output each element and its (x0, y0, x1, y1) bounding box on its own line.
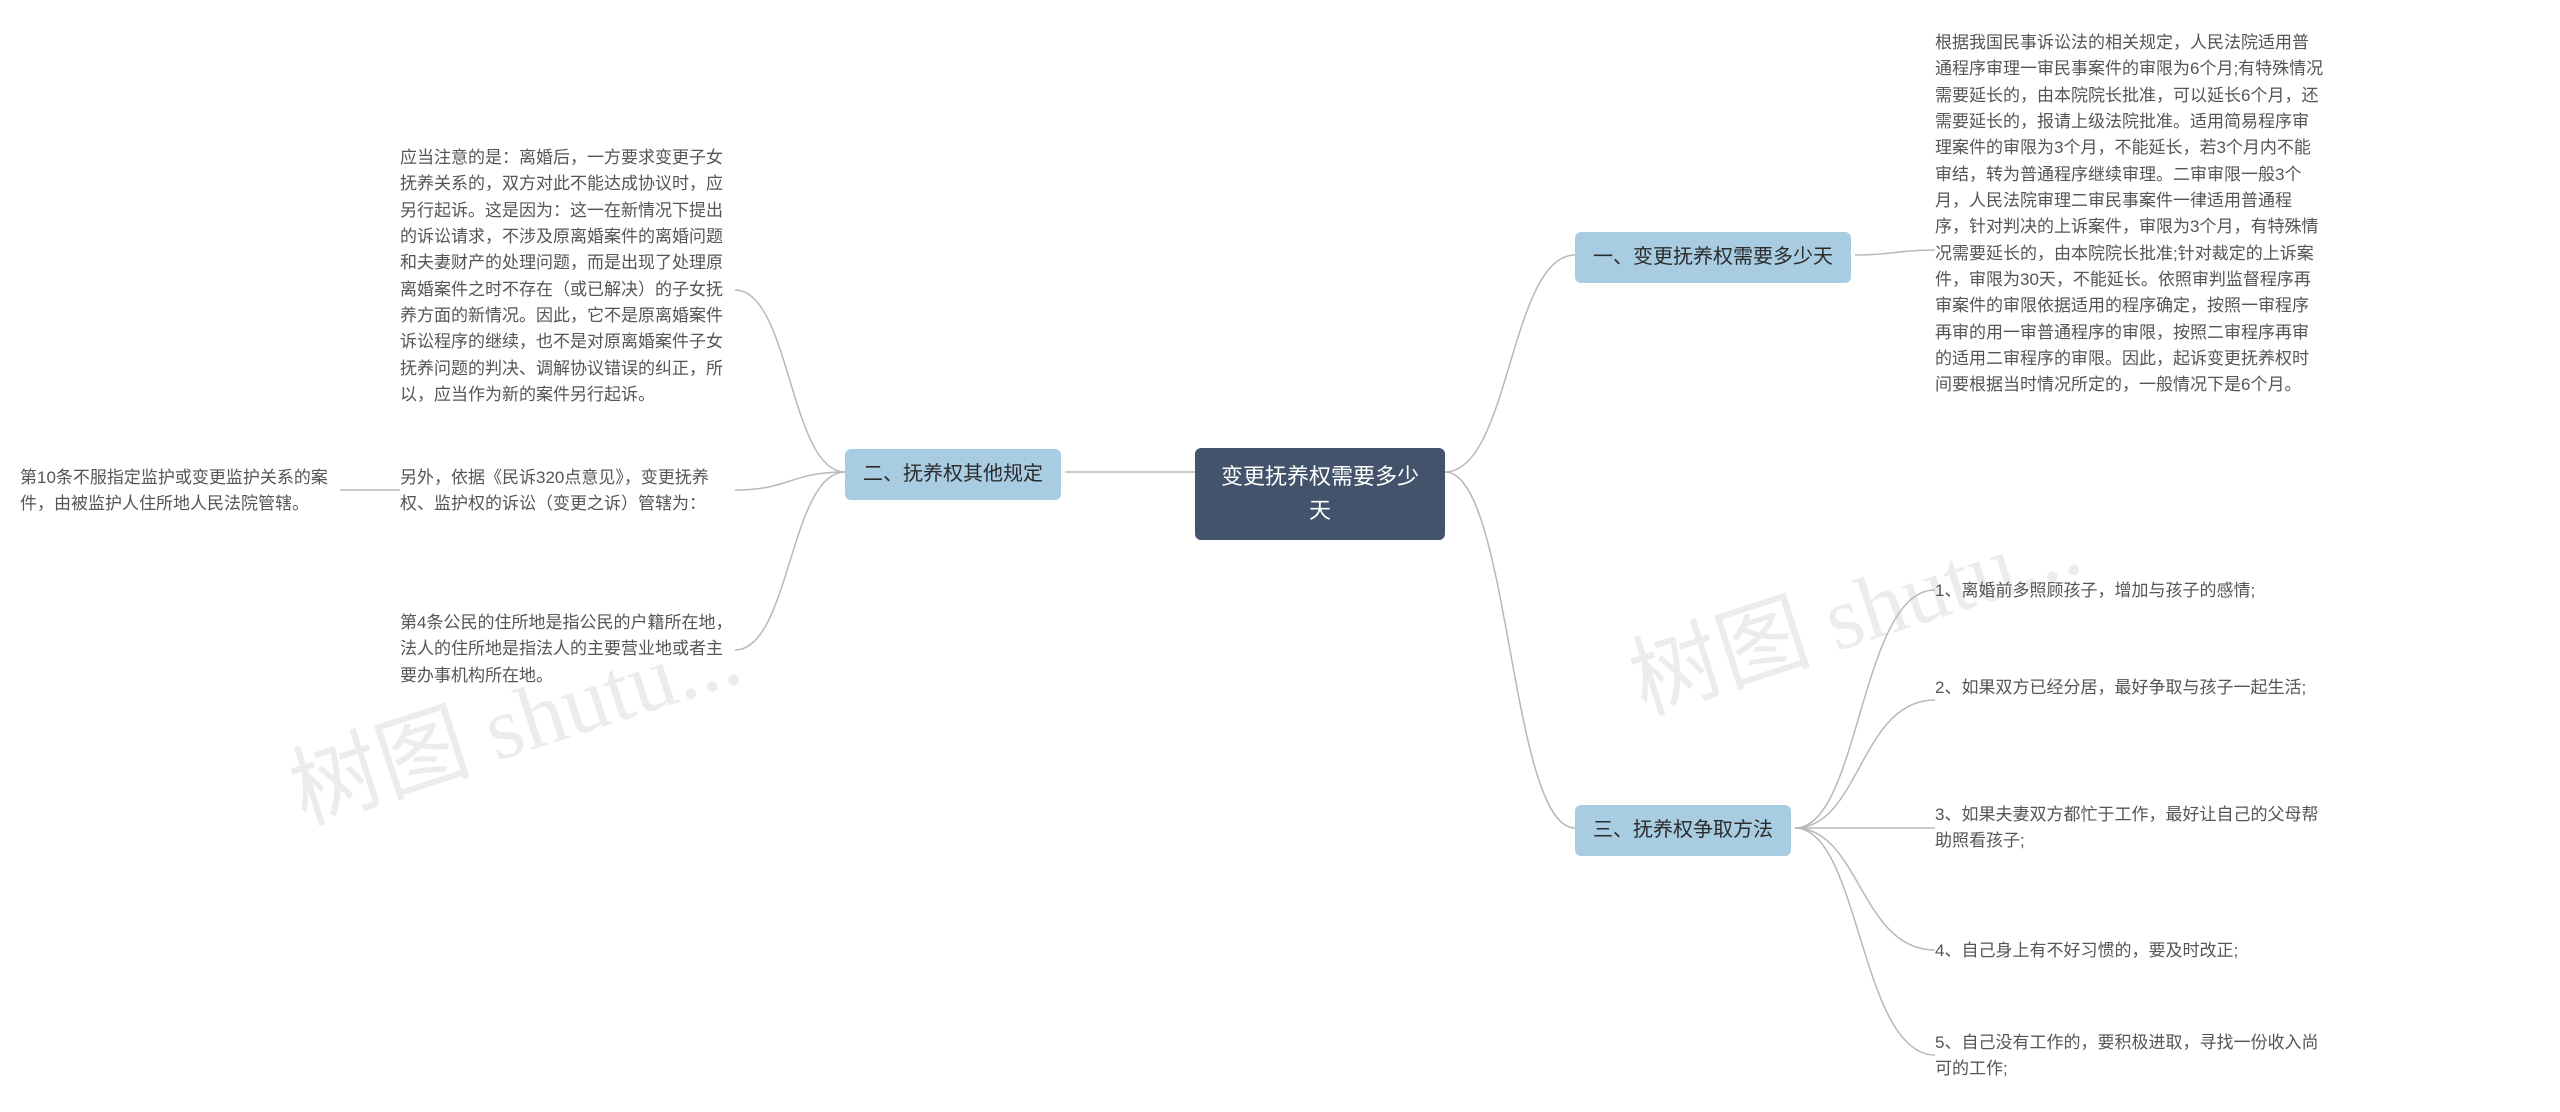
branch-3-item-1: 1、离婚前多照顾孩子，增加与孩子的感情; (1935, 578, 2325, 604)
branch-1[interactable]: 一、变更抚养权需要多少天 (1575, 232, 1851, 283)
branch-2-leaf-1: 应当注意的是：离婚后，一方要求变更子女抚养关系的，双方对此不能达成协议时，应另行… (400, 145, 735, 408)
branch-2-leaf-2: 另外，依据《民诉320点意见》，变更抚养权、监护权的诉讼（变更之诉）管辖为： (400, 465, 735, 518)
branch-3[interactable]: 三、抚养权争取方法 (1575, 805, 1791, 856)
branch-2[interactable]: 二、抚养权其他规定 (845, 449, 1061, 500)
branch-2-leaf-3: 第4条公民的住所地是指公民的户籍所在地，法人的住所地是指法人的主要营业地或者主要… (400, 610, 735, 689)
root-node[interactable]: 变更抚养权需要多少天 (1195, 448, 1445, 540)
branch-3-item-5: 5、自己没有工作的，要积极进取，寻找一份收入尚可的工作; (1935, 1030, 2325, 1083)
branch-1-leaf: 根据我国民事诉讼法的相关规定，人民法院适用普通程序审理一审民事案件的审限为6个月… (1935, 30, 2325, 399)
branch-3-item-3: 3、如果夫妻双方都忙于工作，最好让自己的父母帮助照看孩子; (1935, 802, 2325, 855)
branch-3-item-2: 2、如果双方已经分居，最好争取与孩子一起生活; (1935, 675, 2325, 701)
branch-2-leaf-2-child: 第10条不服指定监护或变更监护关系的案件，由被监护人住所地人民法院管辖。 (20, 465, 340, 518)
branch-3-item-4: 4、自己身上有不好习惯的，要及时改正; (1935, 938, 2325, 964)
